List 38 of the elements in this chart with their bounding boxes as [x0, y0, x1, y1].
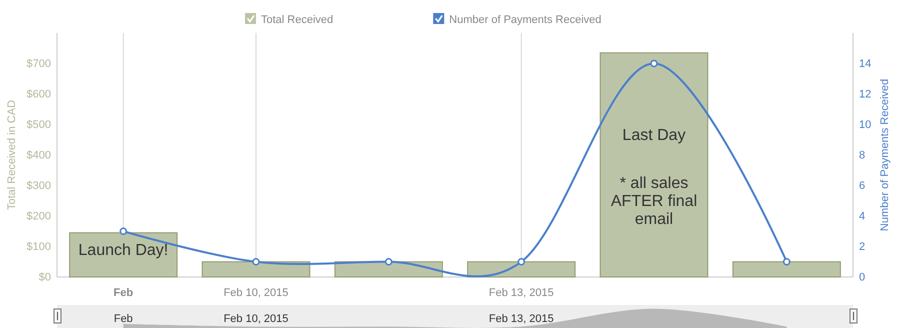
y2-tick-label: 10	[859, 119, 872, 132]
bar	[600, 52, 708, 278]
y-tick-label: $100	[26, 241, 51, 254]
point	[252, 258, 260, 266]
point	[518, 258, 526, 266]
y2-axis-title: Number of Payments Received	[879, 78, 891, 232]
range-navigator: Feb Feb 10, 2015 Feb 13, 2015	[54, 305, 858, 328]
y-tick-label: $600	[26, 88, 51, 101]
x-tick-label: Feb	[114, 286, 134, 299]
point	[782, 258, 790, 266]
legend-label: Number of Payments Received	[449, 14, 602, 26]
annotation: Last Day	[622, 127, 686, 144]
y-tick-label: $300	[26, 180, 51, 192]
y2-tick-label: 2	[859, 241, 866, 254]
x-tick-label: Feb 10, 2015	[224, 286, 288, 299]
y2-tick-label: 14	[859, 58, 872, 70]
y-tick-label: $400	[26, 150, 51, 162]
y2-tick-label: 4	[859, 210, 866, 223]
y2-tick-label: 6	[859, 180, 866, 192]
bar	[69, 232, 178, 278]
y2-tick-label: 0	[859, 272, 866, 284]
legend-label: Total Received	[261, 14, 334, 26]
y2-tick-label: 8	[859, 150, 866, 162]
point	[650, 60, 658, 68]
y-tick-label: $200	[26, 210, 51, 223]
bar	[732, 261, 841, 278]
y-tick-label: $500	[26, 119, 51, 132]
y-tick-label: $700	[26, 58, 51, 70]
point	[120, 228, 128, 235]
y-tick-label: $0	[38, 272, 51, 284]
bar	[202, 261, 310, 278]
x-tick-label: Feb 13, 2015	[488, 286, 554, 299]
point	[384, 258, 392, 266]
y-axis-title: Total Received in CAD	[6, 100, 18, 210]
annotation: Launch Day!	[78, 242, 168, 259]
annotation: * all sales AFTER final email	[610, 175, 698, 228]
bar	[467, 261, 576, 278]
y2-tick-label: 12	[859, 88, 872, 101]
